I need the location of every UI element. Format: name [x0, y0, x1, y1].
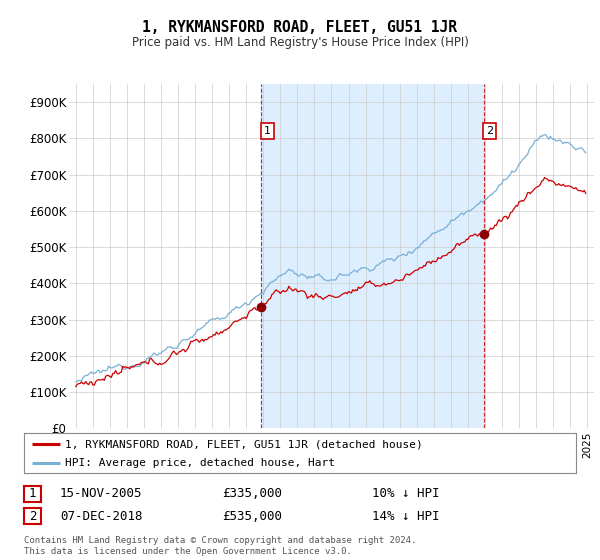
Text: Price paid vs. HM Land Registry's House Price Index (HPI): Price paid vs. HM Land Registry's House …: [131, 36, 469, 49]
Text: 1, RYKMANSFORD ROAD, FLEET, GU51 1JR: 1, RYKMANSFORD ROAD, FLEET, GU51 1JR: [143, 20, 458, 35]
Text: Contains HM Land Registry data © Crown copyright and database right 2024.
This d: Contains HM Land Registry data © Crown c…: [24, 536, 416, 556]
Text: £535,000: £535,000: [222, 510, 282, 523]
Text: £335,000: £335,000: [222, 487, 282, 501]
Text: 07-DEC-2018: 07-DEC-2018: [60, 510, 143, 523]
Text: HPI: Average price, detached house, Hart: HPI: Average price, detached house, Hart: [65, 458, 335, 468]
Text: 2: 2: [486, 126, 493, 136]
Text: 15-NOV-2005: 15-NOV-2005: [60, 487, 143, 501]
Text: 14% ↓ HPI: 14% ↓ HPI: [372, 510, 439, 523]
Text: 10% ↓ HPI: 10% ↓ HPI: [372, 487, 439, 501]
Text: 2: 2: [29, 510, 36, 523]
Text: 1: 1: [264, 126, 271, 136]
Text: 1: 1: [29, 487, 36, 501]
Text: 1, RYKMANSFORD ROAD, FLEET, GU51 1JR (detached house): 1, RYKMANSFORD ROAD, FLEET, GU51 1JR (de…: [65, 439, 423, 449]
Bar: [261, 84, 484, 428]
